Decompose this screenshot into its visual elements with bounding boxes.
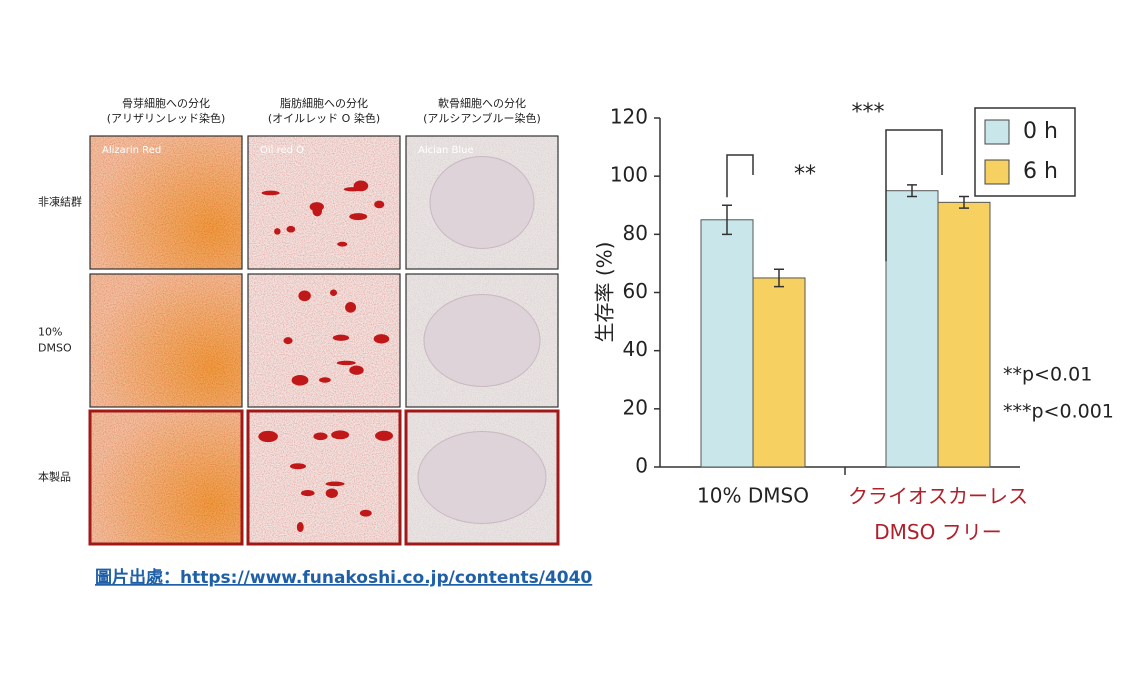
- lipid-droplet: [337, 241, 348, 247]
- lipid-droplet: [298, 290, 311, 302]
- lipid-droplet: [309, 202, 324, 212]
- x-tick-label: 10% DMSO: [697, 484, 809, 508]
- micrograph-frame: [246, 409, 402, 546]
- stain-label: Alizarin Red: [102, 145, 161, 156]
- micrograph-frame: [405, 135, 559, 270]
- micrograph-frame: [247, 135, 401, 270]
- error-bar: [722, 204, 732, 236]
- bar: [937, 201, 991, 468]
- legend-label: 6 h: [1023, 159, 1058, 184]
- y-tick-label: 80: [623, 221, 648, 245]
- legend-label: 0 h: [1023, 119, 1058, 144]
- lipid-droplet: [319, 377, 331, 383]
- y-tick-label: 120: [610, 105, 648, 129]
- lipid-droplet: [336, 360, 356, 366]
- p-value-note: ***p<0.001: [1003, 401, 1114, 423]
- micrograph: [90, 274, 242, 407]
- lipid-droplet: [291, 375, 309, 386]
- micrograph-frame: [89, 135, 243, 270]
- significance-bracket: [885, 129, 943, 262]
- lipid-droplet: [373, 334, 390, 344]
- y-axis-label: 生存率 (%): [593, 242, 617, 343]
- lipid-droplet: [345, 302, 357, 313]
- p-value-note: **p<0.01: [1003, 364, 1092, 386]
- micrograph-frame: [247, 273, 401, 408]
- lipid-droplet: [289, 463, 307, 470]
- lipid-droplet: [349, 365, 364, 375]
- row-label: 10% DMSO: [38, 326, 72, 355]
- row-label: 本製品: [38, 470, 71, 484]
- significance-bracket: [726, 154, 754, 198]
- lipid-droplet: [325, 488, 338, 499]
- lipid-droplet: [296, 521, 304, 533]
- legend-swatch: [984, 159, 1010, 185]
- micrograph-frame: [404, 409, 560, 546]
- column-header: 軟骨細胞への分化(アルシアンブルー染色): [423, 96, 541, 125]
- error-bar: [774, 268, 784, 288]
- y-tick-label: 20: [623, 395, 648, 419]
- y-tick-label: 40: [623, 337, 648, 361]
- lipid-droplet: [329, 289, 338, 296]
- lipid-droplet: [375, 430, 394, 441]
- y-tick-label: 60: [623, 279, 648, 303]
- lipid-droplet: [286, 225, 296, 233]
- y-tick-label: 0: [635, 454, 648, 478]
- cartilage-pellet: [423, 294, 541, 387]
- stain-label: Oil red O: [260, 145, 304, 156]
- lipid-droplet: [300, 489, 315, 497]
- lipid-droplet: [374, 200, 385, 209]
- lipid-droplet: [349, 213, 368, 221]
- micrograph: [248, 136, 400, 269]
- lipid-droplet: [258, 430, 278, 443]
- micrograph-frame: [89, 273, 243, 408]
- error-bar: [907, 184, 917, 198]
- x-tick-label: クライオスカーレス DMSO フリー: [848, 484, 1028, 544]
- bar: [700, 219, 754, 468]
- error-bar: [959, 195, 969, 209]
- micrograph: [90, 411, 242, 544]
- legend-swatch: [984, 119, 1010, 145]
- column-header: 骨芽細胞への分化(アリザリンレッド染色): [107, 96, 226, 125]
- lipid-droplet: [283, 337, 293, 345]
- micrograph: [90, 136, 242, 269]
- source-caption[interactable]: 圖片出處：https://www.funakoshi.co.jp/content…: [95, 567, 592, 588]
- micrograph: [248, 411, 400, 544]
- cartilage-pellet: [429, 156, 535, 249]
- bar-chart: 0 20 40 60 80 100 120 生存率 (%) 10% DMSO クライオスカーレス D…: [593, 100, 1114, 544]
- lipid-droplet: [359, 509, 372, 517]
- micrograph-frame: [405, 273, 559, 408]
- lipid-droplet: [313, 432, 328, 441]
- stain-label: Alcian Blue: [418, 145, 474, 156]
- micrograph-panel: 骨芽細胞への分化(アリザリンレッド染色) 脂肪細胞への分化(オイルレッド O 染色…: [38, 96, 560, 546]
- significance-mark: **: [794, 162, 816, 187]
- cartilage-pellet: [417, 431, 547, 524]
- lipid-droplet: [332, 334, 350, 341]
- lipid-droplet: [331, 430, 350, 440]
- lipid-droplet: [261, 190, 280, 196]
- bar: [885, 190, 939, 468]
- y-tick-label: 100: [610, 163, 648, 187]
- lipid-droplet: [325, 481, 345, 487]
- lipid-droplet: [274, 228, 281, 235]
- row-label: 非凍結群: [38, 195, 82, 209]
- bar: [752, 277, 806, 468]
- column-header: 脂肪細胞への分化(オイルレッド O 染色): [268, 96, 380, 125]
- significance-mark: ***: [852, 100, 885, 125]
- micrograph-frame: [88, 409, 244, 546]
- lipid-droplet: [343, 187, 362, 192]
